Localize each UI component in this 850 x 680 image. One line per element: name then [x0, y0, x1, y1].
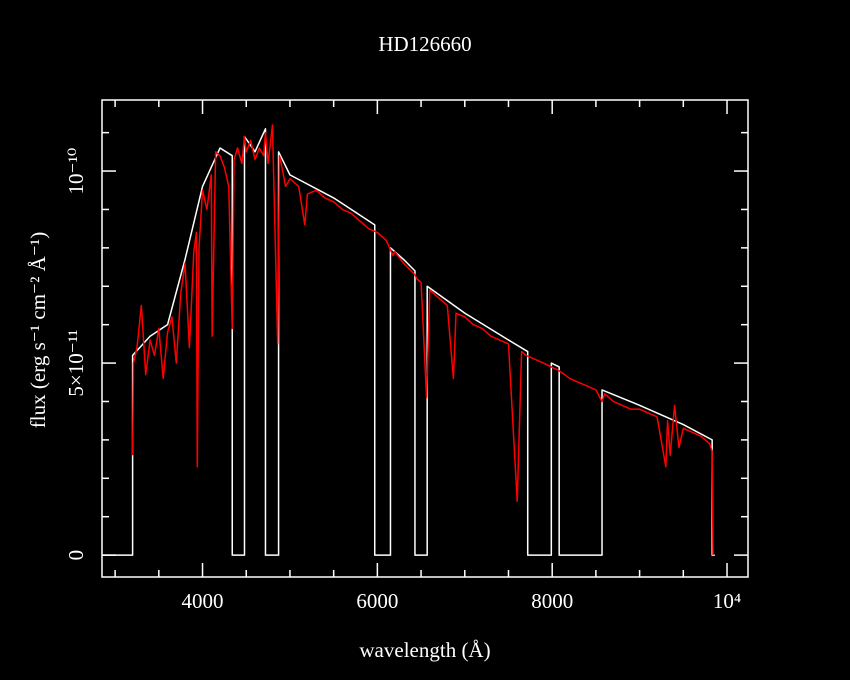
chart-title: HD126660 — [378, 32, 471, 56]
y-tick-label: 0 — [64, 550, 88, 561]
x-tick-label: 4000 — [182, 589, 224, 613]
y-axis-label: flux (erg s⁻¹ cm⁻² Å⁻¹) — [26, 232, 50, 428]
plot-frame — [101, 99, 749, 578]
x-tick-label: 10⁴ — [713, 589, 741, 613]
spectrum-line — [131, 124, 714, 556]
x-axis-label: wavelength (Å) — [359, 638, 490, 662]
y-tick-label: 5×10⁻¹¹ — [64, 330, 88, 397]
x-tick-label: 6000 — [356, 589, 398, 613]
plot-area — [102, 124, 715, 556]
spectrum-line — [102, 128, 715, 556]
x-tick-label: 8000 — [531, 589, 573, 613]
y-tick-label: 10⁻¹⁰ — [64, 148, 88, 195]
